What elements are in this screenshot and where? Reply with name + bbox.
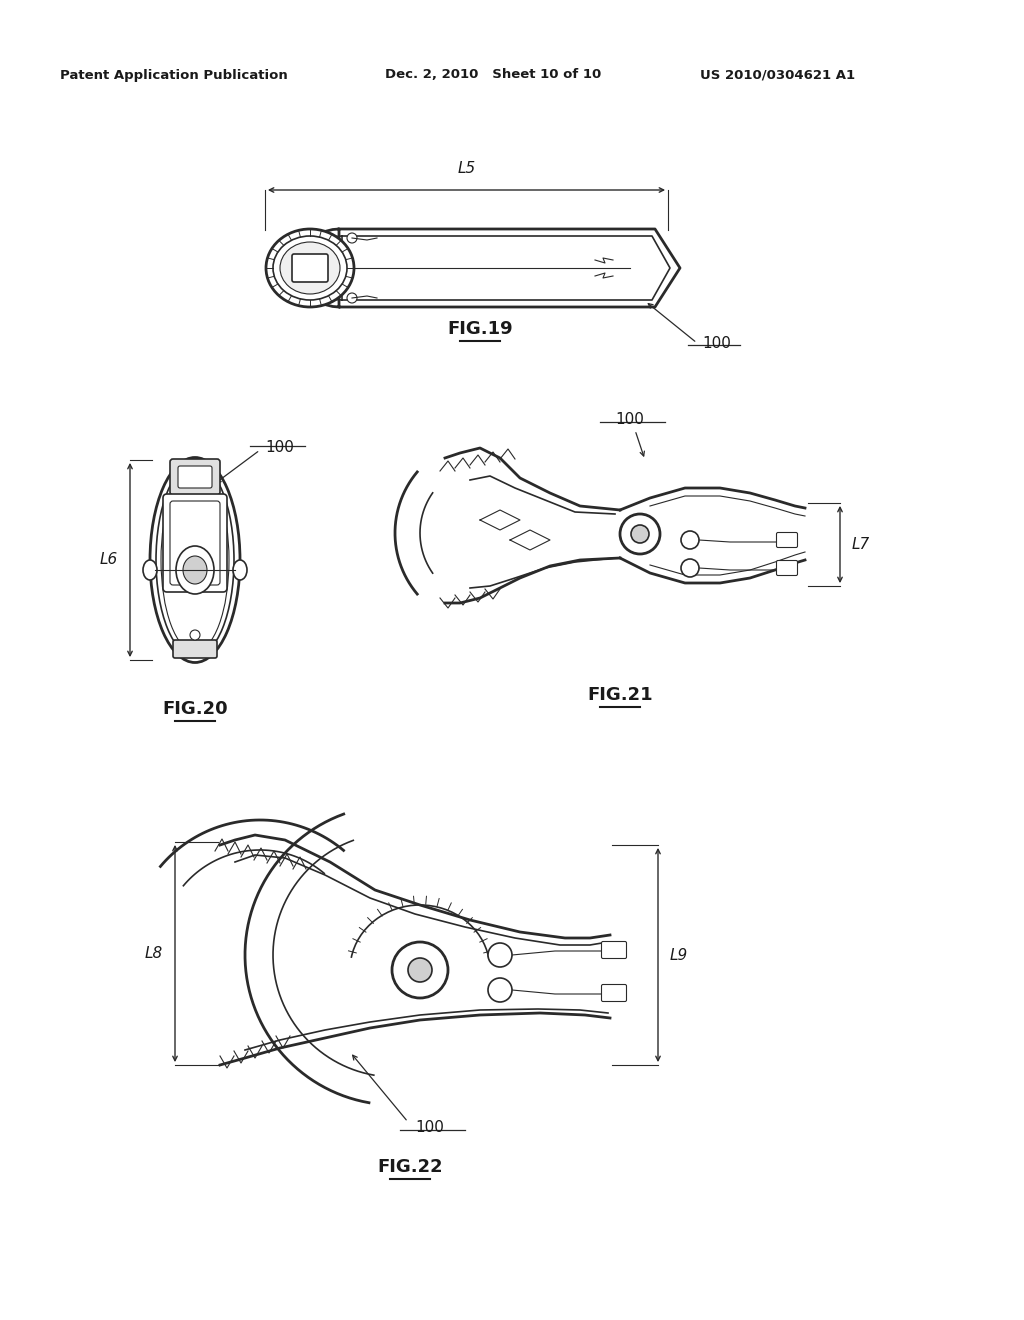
FancyBboxPatch shape bbox=[292, 253, 328, 282]
Circle shape bbox=[488, 978, 512, 1002]
FancyBboxPatch shape bbox=[178, 466, 212, 488]
Text: L6: L6 bbox=[99, 553, 118, 568]
Text: FIG.22: FIG.22 bbox=[377, 1158, 442, 1176]
Text: L8: L8 bbox=[144, 946, 163, 961]
Text: L7: L7 bbox=[852, 537, 870, 552]
Text: FIG.21: FIG.21 bbox=[587, 686, 653, 704]
FancyBboxPatch shape bbox=[776, 532, 798, 548]
Text: 100: 100 bbox=[265, 441, 294, 455]
Circle shape bbox=[631, 525, 649, 543]
Text: US 2010/0304621 A1: US 2010/0304621 A1 bbox=[700, 69, 855, 82]
FancyBboxPatch shape bbox=[170, 459, 220, 495]
Circle shape bbox=[392, 942, 449, 998]
Circle shape bbox=[620, 513, 660, 554]
Text: 100: 100 bbox=[415, 1121, 443, 1135]
Ellipse shape bbox=[161, 469, 229, 652]
Text: FIG.20: FIG.20 bbox=[162, 700, 227, 718]
Ellipse shape bbox=[176, 546, 214, 594]
Text: Dec. 2, 2010   Sheet 10 of 10: Dec. 2, 2010 Sheet 10 of 10 bbox=[385, 69, 601, 82]
Ellipse shape bbox=[183, 556, 207, 583]
FancyBboxPatch shape bbox=[170, 502, 220, 585]
Circle shape bbox=[347, 293, 357, 304]
FancyBboxPatch shape bbox=[776, 561, 798, 576]
Circle shape bbox=[681, 531, 699, 549]
Text: 100: 100 bbox=[702, 335, 731, 351]
Text: 100: 100 bbox=[615, 412, 644, 428]
Circle shape bbox=[190, 630, 200, 640]
Text: FIG.19: FIG.19 bbox=[447, 319, 513, 338]
Text: Patent Application Publication: Patent Application Publication bbox=[60, 69, 288, 82]
Text: L9: L9 bbox=[670, 948, 688, 962]
FancyBboxPatch shape bbox=[163, 494, 227, 591]
FancyBboxPatch shape bbox=[601, 941, 627, 958]
Ellipse shape bbox=[266, 228, 354, 308]
Ellipse shape bbox=[143, 560, 157, 579]
Text: L5: L5 bbox=[458, 161, 475, 176]
Circle shape bbox=[408, 958, 432, 982]
Ellipse shape bbox=[280, 242, 340, 294]
Ellipse shape bbox=[273, 236, 347, 300]
Ellipse shape bbox=[150, 458, 240, 663]
FancyBboxPatch shape bbox=[601, 985, 627, 1002]
Ellipse shape bbox=[233, 560, 247, 579]
Ellipse shape bbox=[156, 463, 234, 656]
Circle shape bbox=[681, 558, 699, 577]
Circle shape bbox=[347, 234, 357, 243]
Circle shape bbox=[488, 942, 512, 968]
FancyBboxPatch shape bbox=[173, 640, 217, 657]
